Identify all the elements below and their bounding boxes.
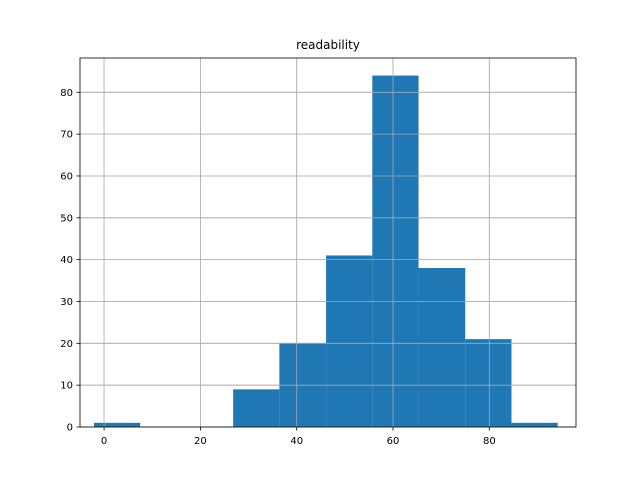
histogram-bar xyxy=(372,75,419,428)
plot-frame xyxy=(79,57,577,428)
y-tick-label: 80 xyxy=(60,88,73,99)
histogram-bar xyxy=(511,422,558,427)
y-tick-label: 40 xyxy=(60,255,73,266)
histogram-bar xyxy=(326,255,373,427)
y-tick-label: 60 xyxy=(60,171,73,182)
y-tick-label: 50 xyxy=(60,213,73,224)
histogram-bar xyxy=(93,422,141,427)
x-tick-label: 40 xyxy=(290,436,303,447)
x-tick-label: 20 xyxy=(194,436,207,447)
y-tick-label: 30 xyxy=(60,297,73,308)
x-tick-label: 0 xyxy=(101,436,107,447)
y-tick-label: 10 xyxy=(60,381,73,392)
ticks-layer: 0 20 40 60 80 0 10 20 30 40 50 60 70 80 xyxy=(60,88,495,447)
x-tick-label: 80 xyxy=(483,436,496,447)
y-tick-label: 20 xyxy=(60,339,73,350)
histogram-bar xyxy=(465,339,512,427)
chart-title: readability xyxy=(296,38,360,52)
histogram-bar xyxy=(418,268,466,427)
histogram-bar xyxy=(233,389,280,427)
axes-layer xyxy=(79,57,577,428)
y-tick-label: 70 xyxy=(60,130,73,141)
x-tick-label: 60 xyxy=(387,436,400,447)
bars-layer xyxy=(80,58,576,428)
y-tick-label: 0 xyxy=(67,423,73,434)
